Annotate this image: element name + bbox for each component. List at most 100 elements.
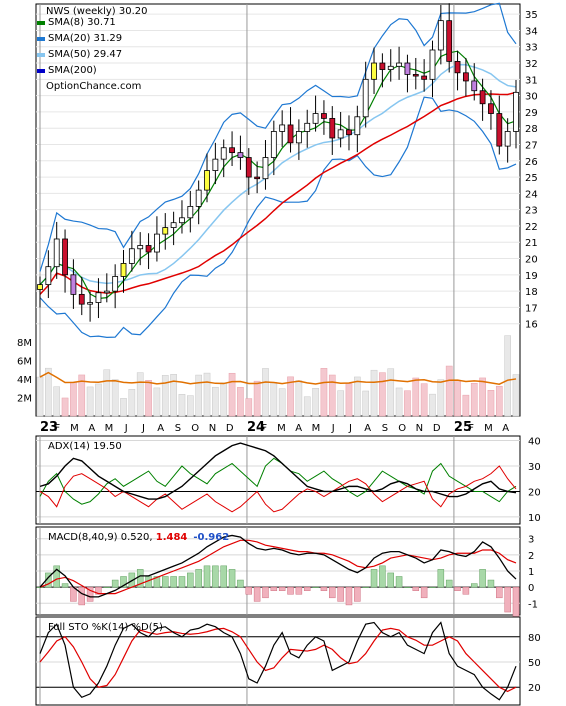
macd-tick-label: -1 [528,599,538,610]
volume-bar [404,390,411,417]
candle-body [496,113,503,147]
macd-histogram-bar [162,576,169,588]
sto-tick-label: 20 [528,683,541,694]
bollinger-upper [39,2,517,272]
macd-histogram-bar [470,583,478,588]
candle-body [387,65,394,70]
candle-body [154,233,160,253]
macd-histogram-bar [212,565,219,588]
month-label: N [209,423,216,434]
candle-body [454,60,461,74]
candle-body [321,113,327,119]
sto-panel-frame [35,616,521,706]
candle-body [446,20,453,62]
candle-body [78,293,85,305]
candle-body [245,157,252,178]
volume-bar [253,380,261,417]
candle-body [479,90,486,105]
adx-tick-label: 30 [528,462,541,473]
month-label: 24 [247,420,265,435]
month-label: A [502,423,509,434]
price-tick-label: 20 [525,255,538,266]
sto-d-line [39,627,517,693]
month-label: S [175,423,181,434]
volume-bar [454,381,461,417]
month-label: A [364,423,371,434]
month-label: F [54,423,60,434]
volume-bar [53,386,61,417]
price-candles [37,3,519,322]
macd-histogram-bar [228,569,236,588]
macd-line [39,534,517,598]
adx-tick-label: 20 [528,487,541,498]
legend-swatch [37,69,45,73]
macd-title-text: MACD(8,40,9) 0.520, [48,532,156,543]
price-legend: NWS (weekly) 30.20 SMA(8) 30.71 SMA(20) 3… [37,6,147,92]
adx-tick-label: 10 [528,513,541,524]
volume-bar [328,374,336,417]
volume-bar [78,374,86,417]
candle-body [103,290,110,294]
volume-bar [36,376,44,417]
price-tick-label: 32 [525,59,538,70]
volume-bar [145,380,152,417]
macd-histogram-bar [370,569,378,588]
candle-body [112,276,119,292]
macd-histogram-bar [103,586,111,588]
macd-histogram-bar [354,586,361,602]
month-label: M [105,423,114,434]
price-grid [36,4,520,416]
macd-histogram-bar [462,586,470,595]
price-tick-label: 35 [525,10,538,21]
candle-body [270,131,277,158]
volume-average-line [39,371,517,385]
volume-bars [36,335,520,417]
volume-tick-label: 6M [17,356,32,367]
volume-bar [303,396,311,417]
macd-signal-line [39,539,517,595]
price-tick-label: 34 [525,26,538,37]
candle-body [471,80,478,92]
volume-bar [278,388,286,417]
volume-bar [387,368,395,417]
candle-body [237,152,244,158]
volume-tick-label: 8M [17,338,32,349]
macd-histogram-bar [496,586,503,599]
candle-body [170,222,177,228]
macd-histogram-bar [337,586,344,602]
macd-histogram-bar [454,586,461,591]
candle-body [337,129,344,139]
volume-bar [45,367,52,417]
macd-histogram-bar [479,569,486,588]
month-label: D [433,423,441,434]
macd-histogram-bar [287,586,294,595]
month-label: F [468,423,474,434]
month-label: 25 [454,420,472,435]
macd-histogram-bar [86,586,94,602]
macd-histogram-bar [153,576,161,588]
volume-tick-label: 2M [17,393,32,404]
price-tick-label: 27 [525,140,538,151]
macd-histogram-bar [61,583,69,588]
volume-bar [420,383,428,417]
macd-histogram-bar [253,586,261,602]
macd-histogram-bar [487,579,495,588]
volume-bar [103,369,111,417]
price-tick-label: 23 [525,206,538,217]
macd-tick-label: 0 [528,583,534,594]
month-label: N [416,423,423,434]
candle-body [371,62,377,80]
adx-line [39,442,517,500]
price-tick-label: 28 [525,124,538,135]
sto-tick-label: 50 [528,658,541,669]
legend-swatch [37,21,45,25]
candle-body [295,131,302,144]
candle-body [62,238,68,276]
candle-body [262,157,269,180]
candle-body [279,124,286,132]
volume-bar [86,386,94,417]
sma50-line [39,63,517,286]
month-label: A [88,423,95,434]
volume-bar [487,390,495,417]
volume-bar [228,372,236,417]
